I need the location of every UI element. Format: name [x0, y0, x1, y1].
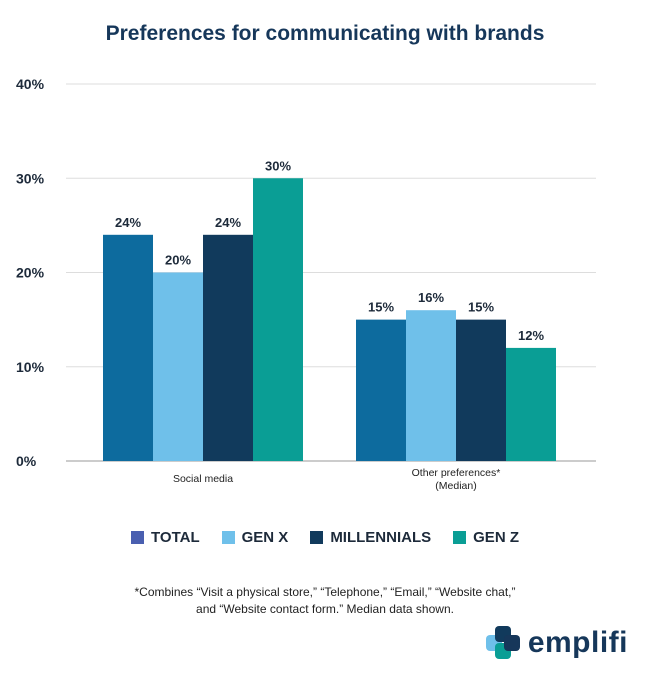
data-label: 30%: [265, 158, 291, 173]
y-tick-label: 0%: [16, 453, 37, 469]
data-label: 20%: [165, 253, 191, 268]
bar: [356, 319, 406, 461]
bar-chart: 0% 10% 20% 30% 40% 24% 20% 24% 30% Social media 15…: [16, 76, 596, 492]
x-category-label: Other preferences*: [412, 467, 501, 479]
footnote: *Combines “Visit a physical store,” “Tel…: [0, 584, 650, 618]
data-label: 24%: [215, 215, 241, 230]
legend-item: MILLENNIALS: [310, 529, 431, 546]
data-label: 15%: [368, 300, 394, 315]
legend-item: GEN X: [221, 529, 289, 546]
bar: [456, 319, 506, 461]
legend-swatch: [221, 531, 235, 544]
legend-swatch: [453, 531, 467, 544]
data-label: 15%: [468, 300, 494, 315]
data-label: 12%: [518, 328, 544, 343]
brand-logo: emplifi: [485, 626, 628, 660]
bar: [103, 234, 153, 461]
legend-swatch: [310, 531, 324, 544]
bar: [406, 310, 456, 461]
bar: [506, 347, 556, 461]
chart-title: Preferences for communicating with brand…: [105, 22, 545, 45]
y-tick-label: 10%: [16, 359, 45, 375]
legend-label: GEN X: [241, 529, 289, 546]
legend-label: MILLENNIALS: [330, 529, 432, 546]
chart-legend: TOTAL GEN X MILLENNIALS GEN Z: [0, 529, 650, 546]
y-tick-label: 30%: [16, 170, 45, 186]
footnote-line-2: and “Website contact form.” Median data …: [196, 602, 454, 616]
bar: [253, 178, 303, 461]
bar: [203, 234, 253, 461]
data-label: 16%: [418, 290, 444, 305]
bar: [153, 272, 203, 461]
legend-item: TOTAL: [131, 529, 200, 546]
data-label: 24%: [115, 215, 141, 230]
legend-swatch: [131, 531, 145, 544]
legend-label: TOTAL: [151, 529, 200, 546]
emplifi-logo-icon: [485, 626, 520, 660]
legend-item: GEN Z: [453, 529, 519, 546]
y-tick-label: 20%: [16, 265, 45, 281]
y-tick-label: 40%: [16, 76, 45, 92]
x-category-label: Social media: [173, 473, 233, 485]
legend-label: GEN Z: [473, 529, 519, 546]
footnote-line-1: *Combines “Visit a physical store,” “Tel…: [134, 585, 516, 599]
x-category-label: (Median): [435, 480, 476, 492]
brand-name: emplifi: [527, 626, 628, 659]
